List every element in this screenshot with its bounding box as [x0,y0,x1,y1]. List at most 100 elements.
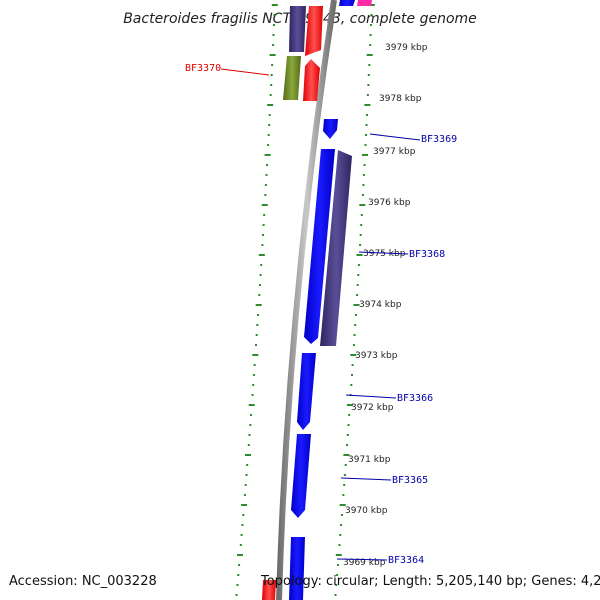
scale-dot [250,414,252,416]
scale-dot [268,114,271,116]
scale-dot [360,214,363,216]
scale-dot [248,434,251,436]
scale-dot [365,124,368,126]
scale-dot [247,444,250,446]
tick-label-0: 3979 kbp [385,43,428,53]
gene-feature-bf3366[interactable] [297,353,316,430]
scale-dot [252,384,255,386]
scale-dot [354,324,357,326]
scale-dot [362,174,365,176]
gene-feature-bf3369[interactable] [323,119,338,139]
scale-dot [270,74,273,76]
scale-dot [368,64,371,66]
tick-label-3: 3976 kbp [368,198,411,208]
scale-dot [258,294,261,296]
gene-label-bf3369[interactable]: BF3369 [421,134,457,145]
scale-dot [260,264,263,266]
scale-dot [248,404,255,406]
scale-dot [266,164,269,166]
scale-dot [356,284,359,286]
gene-label-bf3366[interactable]: BF3366 [397,393,433,404]
scale-dot [340,524,343,526]
gene-label-bf3370[interactable]: BF3370 [185,63,221,74]
scale-dot [259,274,262,276]
scale-dot [257,314,259,316]
gene-feature-red-top[interactable] [305,6,323,56]
scale-dot [338,544,341,546]
scale-dot [256,324,259,326]
scale-dot [362,184,365,186]
gene-feature-purple-top[interactable] [289,6,306,52]
callout-line-bf3365 [340,477,392,481]
scale-dot [240,534,243,536]
gene-feature-bf3368-forward[interactable] [304,149,335,344]
gene-label-bf3365[interactable]: BF3365 [392,475,428,486]
scale-dot [264,194,267,196]
summary-text: Topology: circular; Length: 5,205,140 bp… [261,574,600,589]
gene-feature-bf3364[interactable] [289,537,305,600]
scale-dot [342,494,345,496]
scale-dot [262,234,264,236]
gene-label-bf3368[interactable]: BF3368 [409,249,445,260]
scale-dot [262,224,265,226]
gene-feature-bf3368-reverse[interactable] [320,150,352,346]
scale-dot [356,254,363,256]
gene-feature-blue-top[interactable] [339,0,355,6]
scale-dot [351,374,353,376]
scale-dot [242,514,245,516]
scale-dot [235,594,238,596]
scale-dot [271,4,278,6]
scale-dot [344,464,347,466]
tick-label-5: 3974 kbp [359,300,402,310]
scale-dot [366,54,373,56]
gene-feature-red-bottom[interactable] [262,580,276,600]
scale-dot [364,144,367,146]
gene-feature-bf3370[interactable] [303,59,320,101]
genome-backbone [276,0,337,600]
scale-dot [346,434,349,436]
gene-feature-olive[interactable] [283,56,301,100]
scale-dot [356,294,359,296]
scale-dot [368,4,375,6]
gene-features [262,0,372,600]
scale-dot [272,34,275,36]
scale-dot [241,504,248,506]
scale-dot [357,264,360,266]
scale-dot [369,34,372,36]
scale-dot [350,384,353,386]
scale-dot [244,484,247,486]
scale-dot [263,214,266,216]
gene-feature-magenta-top[interactable] [357,0,372,6]
scale-dot [360,224,363,226]
scale-dot [238,564,241,566]
scale-dot [346,444,349,446]
scale-dot [336,574,339,576]
scale-dot [245,474,248,476]
scale-dot [273,14,276,16]
tick-label-6: 3973 kbp [355,351,398,361]
scale-dot [359,244,362,246]
scale-dot [268,124,271,126]
tick-label-10: 3969 kbp [343,558,386,568]
scale-dot [271,64,274,66]
scale-dot [258,254,265,256]
scale-dot [270,84,273,86]
scale-dot [255,344,257,346]
gene-label-bf3364[interactable]: BF3364 [388,555,424,566]
scale-dot [267,144,270,146]
scale-dot [273,24,275,26]
scale-dot [359,234,362,236]
scale-dot [269,94,272,96]
gene-feature-bf3365[interactable] [291,434,311,518]
tick-label-2: 3977 kbp [373,147,416,157]
scale-dot [357,274,360,276]
scale-dot [366,114,368,116]
scale-dot [365,134,367,136]
scale-dot [343,484,346,486]
gene-labels: BF3370 BF3369 BF3368 BF3366 BF3365 BF336… [185,63,457,566]
scale-dot [367,84,370,86]
scale-dot [346,404,353,406]
scale-dot [246,464,249,466]
callout-line-bf3369 [369,133,421,141]
